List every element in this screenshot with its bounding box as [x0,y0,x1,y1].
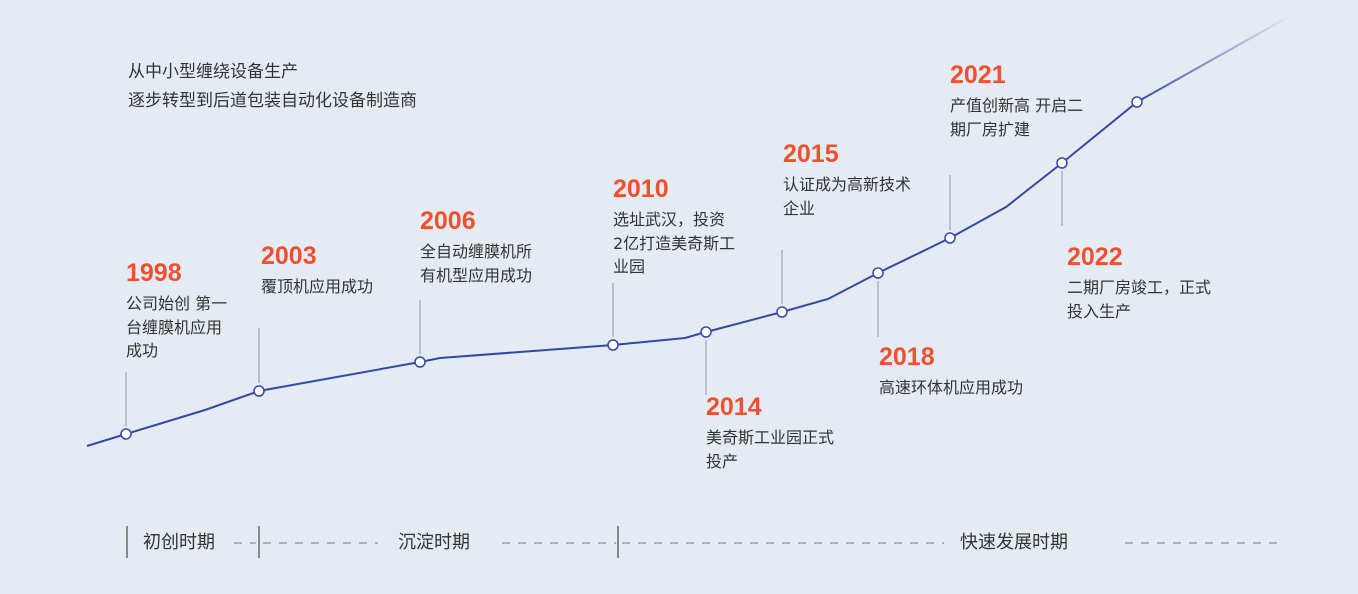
node-2022 [1056,157,1068,169]
node-2010 [607,339,619,351]
stems [125,171,1063,426]
milestone-desc: 二期厂房竣工，正式 投入生产 [1067,278,1212,321]
milestone-desc: 认证成为高新技术 企业 [783,175,912,218]
node-2006 [414,356,426,368]
milestone-2010: 2010 选址武汉，投资 2亿打造美奇斯工 业园 [613,174,735,279]
node-2018 [872,267,884,279]
milestone-year: 2006 [420,207,476,235]
growth-line-fade [1136,15,1291,103]
milestone-year: 2014 [706,393,762,421]
milestone-2014: 2014 美奇斯工业园正式 投产 [706,392,834,473]
milestone-year: 2010 [613,175,669,203]
milestone-2015: 2015 认证成为高新技术 企业 [783,139,911,220]
milestone-desc: 全自动缠膜机所 有机型应用成功 [420,242,533,285]
node-2003 [253,385,265,397]
intro-line-2: 逐步转型到后道包装自动化设备制造商 [128,91,417,111]
intro-line-1: 从中小型缠绕设备生产 [128,62,298,82]
intro-text: 从中小型缠绕设备生产 逐步转型到后道包装自动化设备制造商 [128,58,417,116]
phase-rapid-growth: 快速发展时期 [960,532,1068,553]
milestone-year: 2015 [783,140,839,168]
phase-startup: 初创时期 [143,532,215,553]
node-2021 [944,232,956,244]
growth-line [86,101,1138,447]
milestone-2003: 2003 覆顶机应用成功 [261,241,373,299]
node-end [1131,96,1143,108]
milestone-year: 2022 [1067,243,1123,271]
milestone-year: 2021 [950,61,1006,89]
milestone-year: 2003 [261,242,317,270]
milestone-desc: 覆顶机应用成功 [261,277,374,296]
milestone-2018: 2018 高速环体机应用成功 [879,342,1023,400]
milestone-2022: 2022 二期厂房竣工，正式 投入生产 [1067,242,1211,323]
milestone-2006: 2006 全自动缠膜机所 有机型应用成功 [420,206,532,287]
node-2015 [776,306,788,318]
milestone-desc: 美奇斯工业园正式 投产 [706,428,835,471]
node-1998 [120,428,132,440]
milestone-year: 2018 [879,343,935,371]
phase-consolidation: 沉淀时期 [398,532,470,553]
phase-bar [126,526,1280,558]
milestone-desc: 高速环体机应用成功 [879,378,1024,397]
node-2014 [700,326,712,338]
milestone-desc: 公司始创 第一 台缠膜机应用 成功 [126,294,228,360]
milestone-2021: 2021 产值创新高 开启二 期厂房扩建 [950,60,1083,141]
milestone-desc: 选址武汉，投资 2亿打造美奇斯工 业园 [613,210,736,276]
milestone-desc: 产值创新高 开启二 期厂房扩建 [950,96,1084,139]
milestone-year: 1998 [126,259,182,287]
milestone-1998: 1998 公司始创 第一 台缠膜机应用 成功 [126,258,227,363]
